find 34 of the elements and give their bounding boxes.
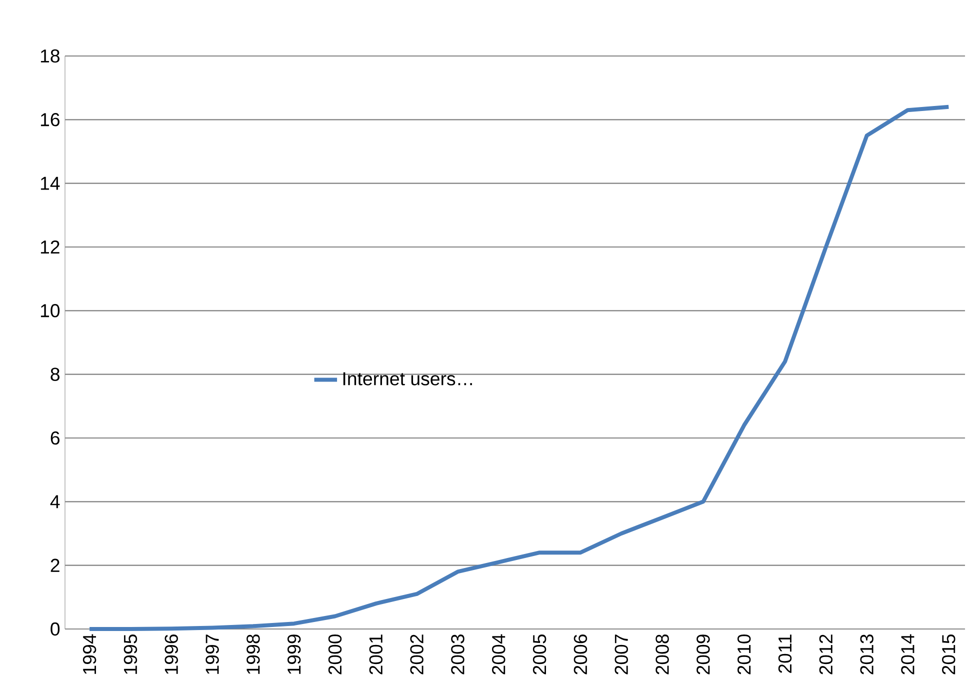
x-tick-label: 2015 bbox=[942, 634, 956, 674]
x-tick-label: 2010 bbox=[737, 634, 751, 674]
x-tick-label: 2000 bbox=[328, 634, 342, 674]
y-tick-label: 12 bbox=[40, 240, 60, 254]
y-tick-label: 4 bbox=[50, 495, 60, 508]
x-tick-label: 1997 bbox=[206, 634, 219, 674]
y-tick-label: 16 bbox=[40, 113, 60, 126]
x-tick-label: 2007 bbox=[614, 634, 628, 674]
x-tick-label: 1994 bbox=[82, 634, 96, 674]
line-series bbox=[88, 104, 951, 631]
y-tick-label: 10 bbox=[40, 304, 60, 318]
x-tick-label: 2005 bbox=[532, 634, 546, 674]
x-tick-label: 2011 bbox=[778, 634, 792, 673]
x-tick-label: 2012 bbox=[819, 634, 833, 674]
x-tick-label: 1995 bbox=[124, 634, 138, 674]
x-tick-label: 1998 bbox=[246, 634, 260, 674]
x-tick-label: 2014 bbox=[901, 634, 914, 674]
y-tick-label: 14 bbox=[40, 176, 60, 190]
y-tick-label: 8 bbox=[50, 368, 60, 381]
x-tick-label: 1999 bbox=[287, 634, 301, 674]
x-tick-label: 2002 bbox=[410, 634, 424, 674]
legend-label: Internet users… bbox=[343, 372, 472, 386]
x-tick-label: 1996 bbox=[164, 634, 178, 674]
y-tick-label: 18 bbox=[40, 49, 60, 63]
y-tick-label: 0 bbox=[50, 622, 60, 636]
y-tick-label: 6 bbox=[50, 431, 60, 445]
y-tick-label: 2 bbox=[50, 558, 60, 572]
x-tick-label: 2001 bbox=[369, 634, 383, 674]
x-tick-label: 2008 bbox=[656, 634, 669, 674]
x-tick-label: 2004 bbox=[492, 634, 506, 674]
x-tick-label: 2009 bbox=[696, 634, 710, 674]
x-tick-label: 2013 bbox=[860, 634, 874, 674]
x-tick-label: 2006 bbox=[574, 634, 588, 674]
x-tick-label: 2003 bbox=[451, 634, 464, 674]
